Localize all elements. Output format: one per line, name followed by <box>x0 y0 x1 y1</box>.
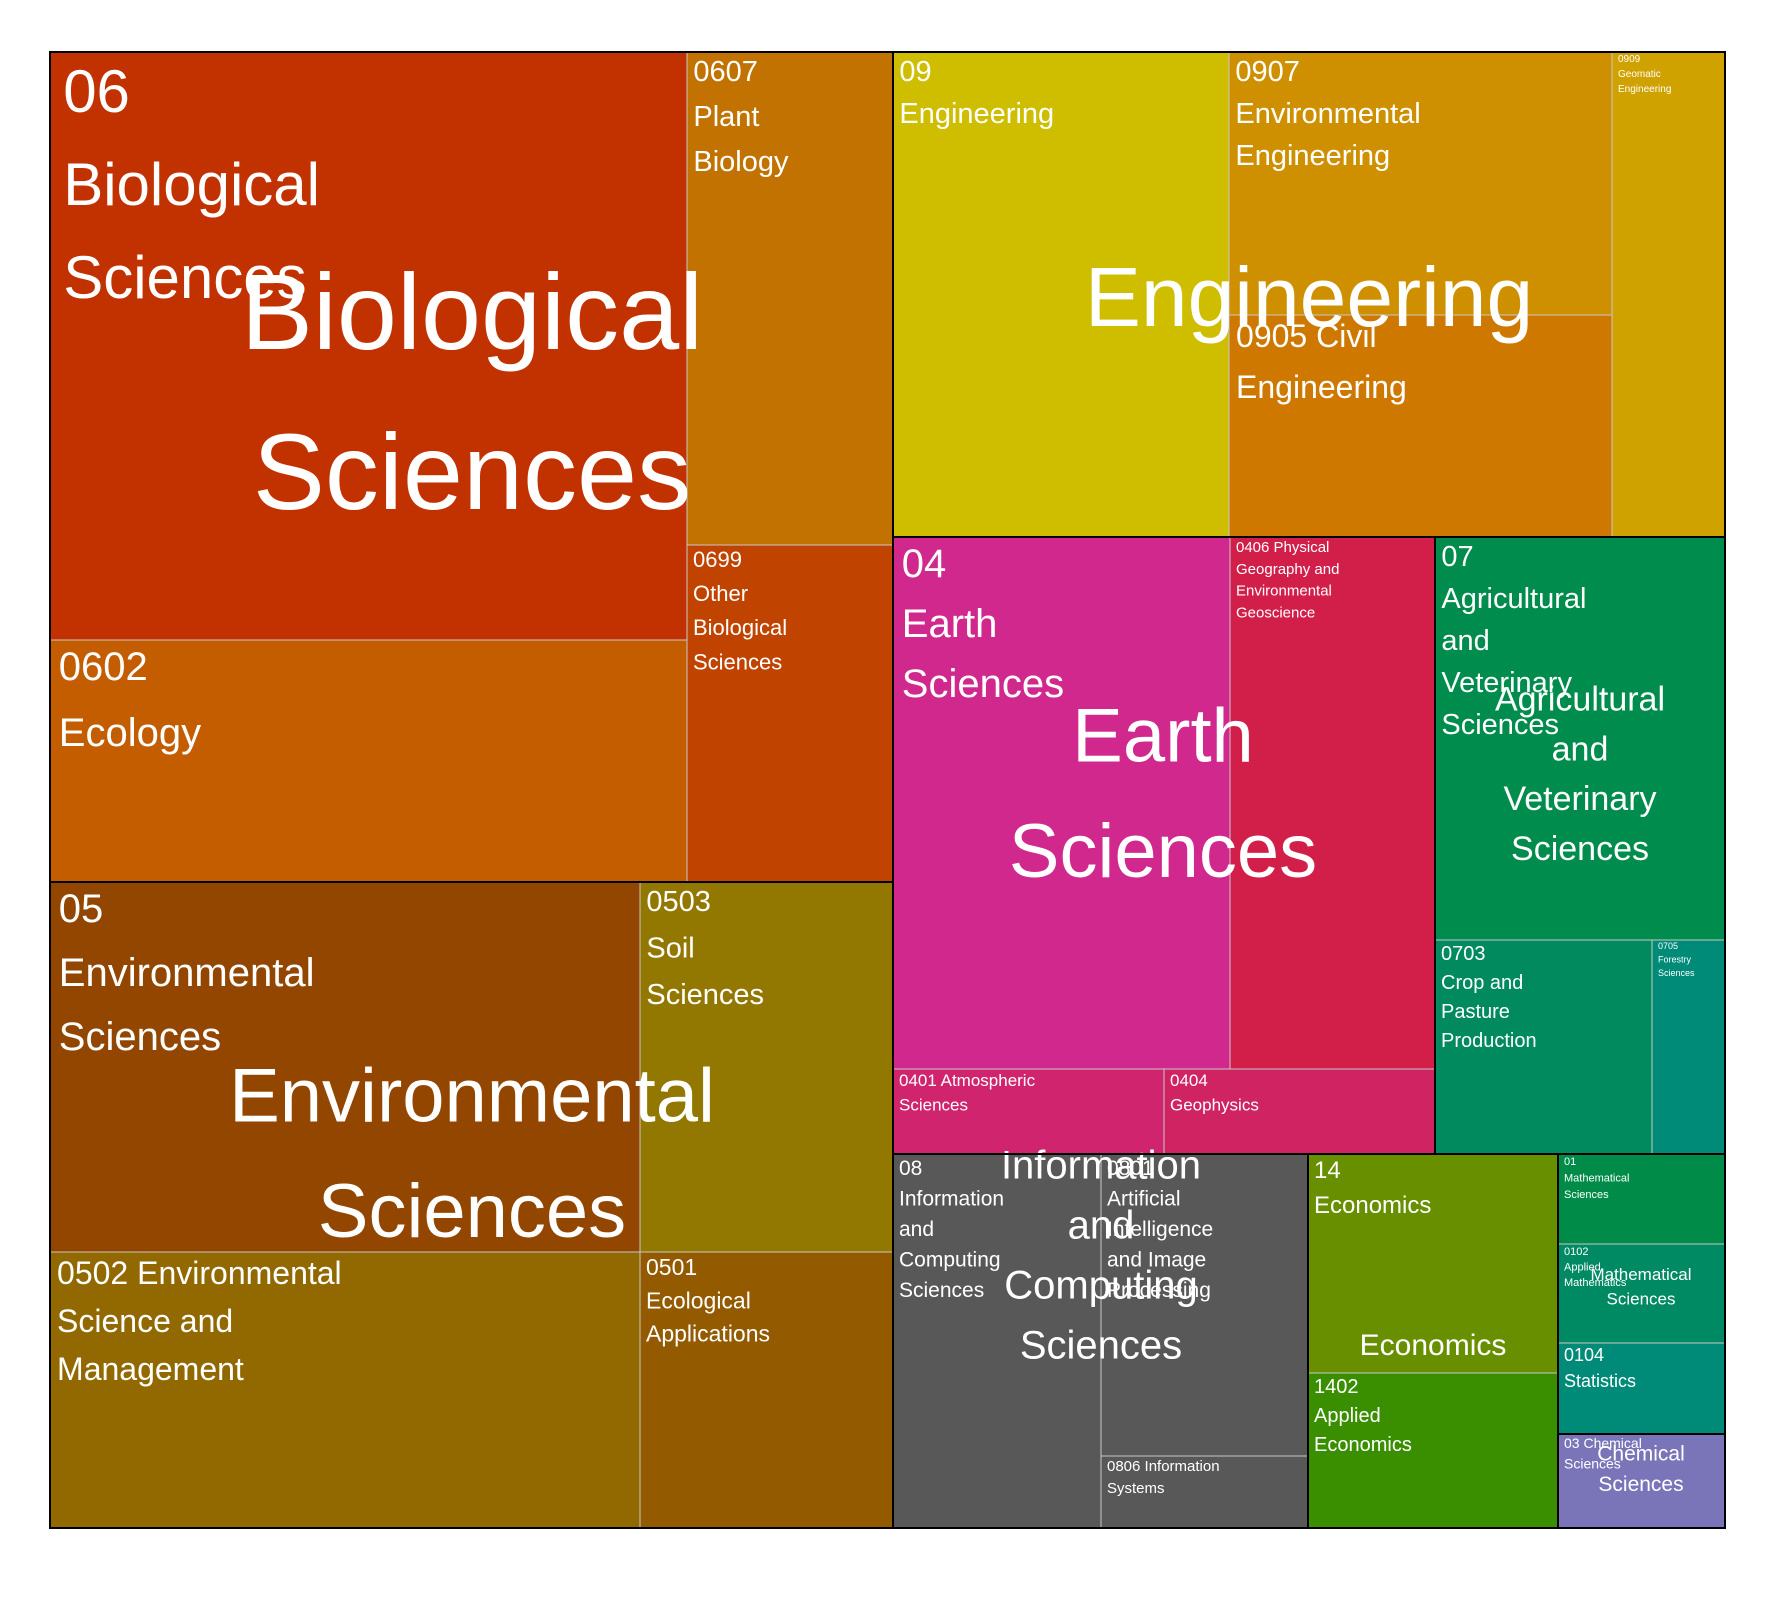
tile-0699-other-biological-sciences[interactable] <box>686 544 894 883</box>
tile-label-0104-statistics: 0104 Statistics <box>1564 1345 1636 1391</box>
tile-label-0404-geophysics: 0404 Geophysics <box>1170 1071 1259 1115</box>
tile-05-environmental-sciences[interactable] <box>49 881 641 1253</box>
tile-label-0102-applied-mathematics: 0102 Applied Mathematics <box>1564 1246 1627 1289</box>
tile-label-09-engineering: 09 Engineering <box>899 56 1054 130</box>
treemap-group-borders <box>49 51 1726 1529</box>
tile-08-information-and-computing-sciences[interactable] <box>892 1153 1102 1529</box>
tile-0801-artificial-intelligence-and-image-processing[interactable] <box>1100 1153 1309 1457</box>
tile-label-04-earth-sciences: 04 Earth Sciences <box>902 542 1064 706</box>
tile-label-0607-plant-biology: 0607 Plant Biology <box>693 56 789 178</box>
tile-0909-geomatic-engineering[interactable] <box>1611 51 1726 538</box>
treemap-cells <box>49 51 1726 1529</box>
group-title-agricultural-and-veterinary-sciences: Agricultural and Veterinary Sciences <box>1495 680 1665 868</box>
group-title-engineering: Engineering <box>1085 250 1533 344</box>
group-title-earth-sciences: Earth Sciences <box>1009 694 1317 895</box>
tile-label-0502-environmental-science-and-management: 0502 Environmental Science and Management <box>57 1255 342 1387</box>
treemap-frame <box>49 51 1726 1529</box>
tile-0401-atmospheric-sciences[interactable] <box>892 1068 1165 1155</box>
treemap-labels: 06 Biological Sciences 0602 Ecology 0607 Plant… <box>57 54 1695 1497</box>
tile-label-0801-artificial-intelligence-and-image-processing: 0801 Artificial Intelligence and Image Proce… <box>1107 1157 1213 1302</box>
tile-label-0703-crop-and-pasture-production: 0703 Crop and Pasture Production <box>1441 943 1537 1052</box>
group-title-biological-sciences: Biological Sciences <box>241 251 703 532</box>
tile-label-0699-other-biological-sciences: 0699 Other Biological Sciences <box>693 547 787 674</box>
group-title-information-and-computing-sciences: Information and Computing Sciences <box>1001 1143 1201 1367</box>
tile-label-0705-forestry-sciences: 0705 Forestry Sciences <box>1658 941 1695 978</box>
tile-01-mathematical-sciences[interactable] <box>1557 1153 1726 1245</box>
tile-14-economics[interactable] <box>1307 1153 1559 1374</box>
tile-label-0602-ecology: 0602 Ecology <box>59 645 201 755</box>
tile-label-0909-geomatic-engineering: 0909 Geomatic Engineering <box>1618 54 1671 95</box>
tile-04-earth-sciences[interactable] <box>892 536 1231 1070</box>
tile-label-05-environmental-sciences: 05 Environmental Sciences <box>59 887 315 1059</box>
tile-07-agricultural-and-veterinary-sciences[interactable] <box>1434 536 1726 941</box>
tile-06-biological-sciences[interactable] <box>49 51 688 641</box>
tile-0907-environmental-engineering[interactable] <box>1228 51 1613 316</box>
tile-0502-environmental-science-and-management[interactable] <box>49 1251 641 1529</box>
tile-label-0806-information-systems: 0806 Information Systems <box>1107 1458 1220 1497</box>
tile-label-06-biological-sciences: 06 Biological Sciences <box>63 58 320 311</box>
tile-0104-statistics[interactable] <box>1557 1342 1726 1435</box>
tile-0705-forestry-sciences[interactable] <box>1651 939 1726 1155</box>
tile-label-07-agricultural-and-veterinary-sciences: 07 Agricultural and Veterinary Sciences <box>1441 541 1586 741</box>
tile-label-1402-applied-economics: 1402 Applied Economics <box>1314 1376 1412 1456</box>
tile-label-01-mathematical-sciences: 01 Mathematical Sciences <box>1564 1156 1629 1201</box>
tile-label-0503-soil-sciences: 0503 Soil Sciences <box>646 886 764 1011</box>
group-title-economics: Economics <box>1360 1329 1507 1362</box>
tile-0602-ecology[interactable] <box>49 639 688 883</box>
group-title-mathematical-sciences: Mathematical Sciences <box>1590 1265 1691 1309</box>
tile-label-08-information-and-computing-sciences: 08 Information and Computing Sciences <box>899 1157 1004 1302</box>
tile-0503-soil-sciences[interactable] <box>639 881 894 1253</box>
tile-label-03-chemical-sciences: 03 Chemical Sciences <box>1564 1435 1642 1471</box>
tile-label-0905-civil-engineering: 0905 Civil Engineering <box>1236 318 1407 405</box>
tile-0501-ecological-applications[interactable] <box>639 1251 894 1529</box>
tile-label-0401-atmospheric-sciences: 0401 Atmospheric Sciences <box>899 1071 1036 1115</box>
tile-0703-crop-and-pasture-production[interactable] <box>1434 939 1653 1155</box>
group-title-environmental-sciences: Environmental Sciences <box>229 1054 715 1255</box>
group-title-chemical-sciences: Chemical Sciences <box>1597 1442 1685 1495</box>
tile-label-0406-physical-geography-and-environmental-geoscience: 0406 Physical Geography and Environmental G… <box>1236 539 1339 621</box>
tile-label-0501-ecological-applications: 0501 Ecological Applications <box>646 1254 770 1347</box>
tile-0404-geophysics[interactable] <box>1163 1068 1436 1155</box>
tile-label-14-economics: 14 Economics <box>1314 1157 1431 1219</box>
tile-label-0907-environmental-engineering: 0907 Environmental Engineering <box>1235 56 1420 172</box>
tile-0806-information-systems[interactable] <box>1100 1455 1309 1529</box>
treemap-group-titles: Biological Sciences Environmental Sciences E… <box>229 250 1691 1496</box>
tile-03-chemical-sciences[interactable] <box>1557 1433 1726 1529</box>
